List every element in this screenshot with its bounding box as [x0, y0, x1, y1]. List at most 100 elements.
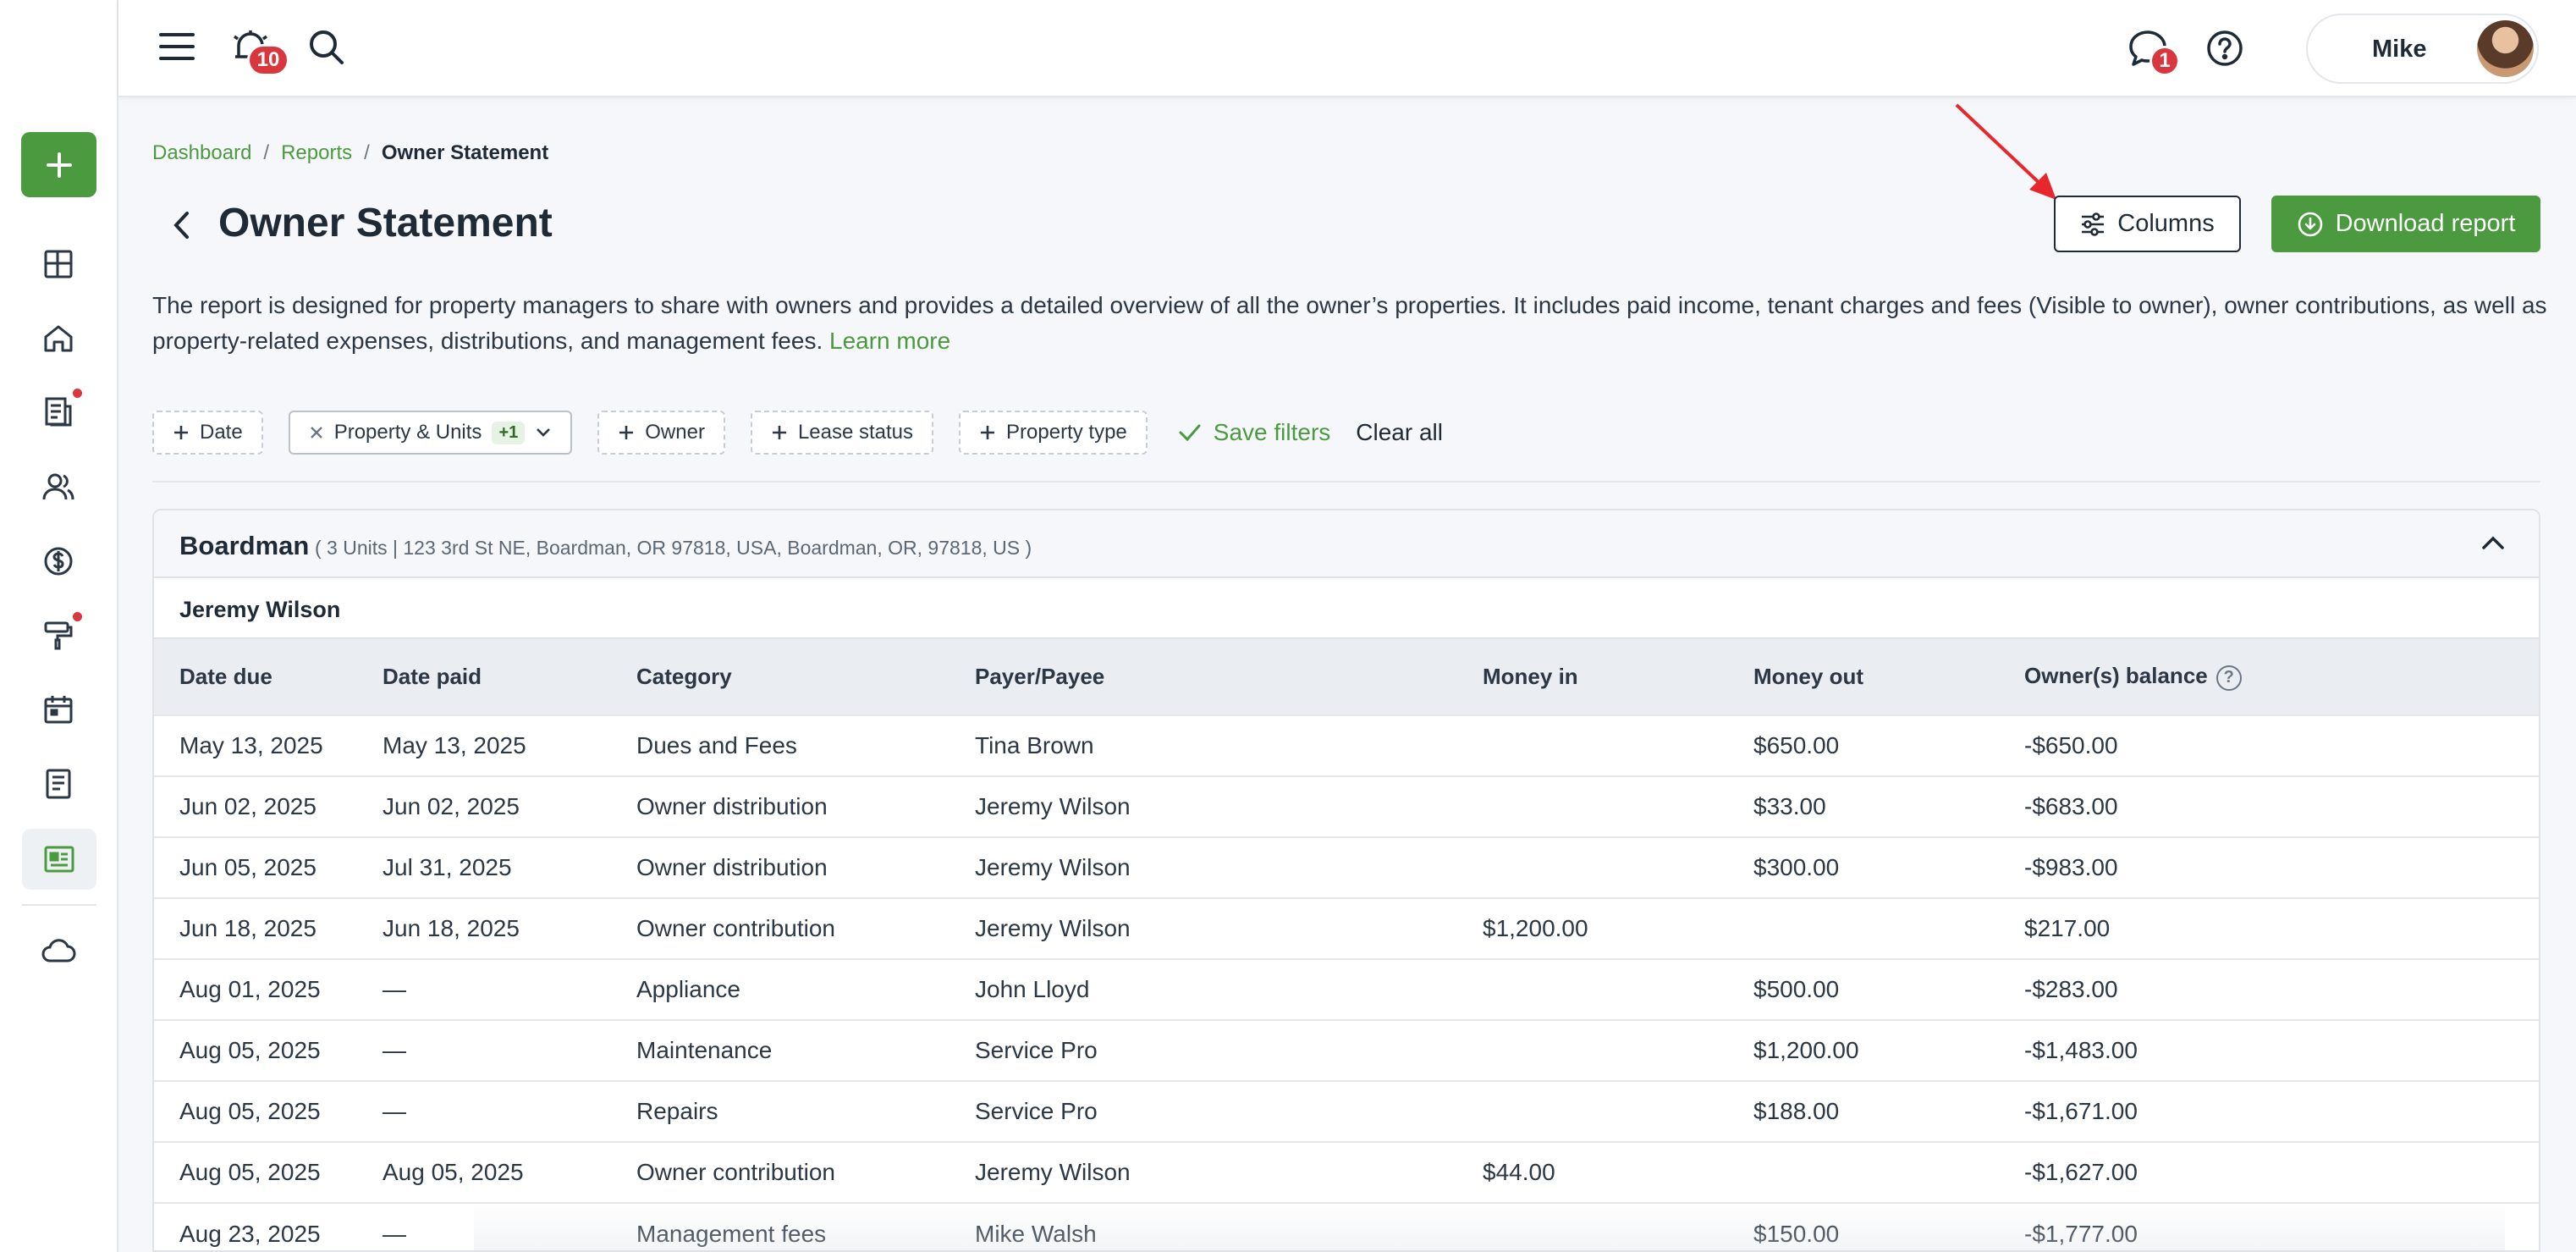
cell-owner-balance: -$983.00: [2024, 854, 2118, 880]
property-name: Boardman: [179, 531, 310, 560]
cloud-icon: [41, 939, 76, 962]
sidebar-item-leases[interactable]: [32, 386, 85, 438]
notifications-count-badge: 10: [247, 44, 289, 76]
close-icon[interactable]: [309, 425, 324, 440]
table-row[interactable]: Aug 23, 2025 — Management fees Mike Walsh $1…: [154, 1203, 2539, 1250]
notification-dot: [73, 612, 82, 621]
filter-owner-label: Owner: [645, 421, 705, 444]
breadcrumb-separator: /: [364, 141, 370, 164]
chevron-up-icon[interactable]: [2481, 534, 2505, 551]
dollar-icon: [44, 547, 73, 576]
table-row[interactable]: Jun 02, 2025 Jun 02, 2025 Owner distributi…: [154, 776, 2539, 837]
clear-all-button[interactable]: Clear all: [1356, 419, 1443, 445]
sidebar-item-maintenance[interactable]: [32, 609, 85, 662]
avatar: [2477, 20, 2534, 77]
cell-money-in: [1483, 715, 1753, 776]
sidebar-item-dashboard[interactable]: [32, 238, 85, 290]
cell-date-due: May 13, 2025: [179, 732, 323, 758]
cell-payer-payee: Service Pro: [975, 1037, 1098, 1063]
column-header-payer-payee[interactable]: Payer/Payee: [975, 664, 1105, 689]
cell-date-due: Aug 05, 2025: [179, 1037, 321, 1063]
filter-count-badge: +1: [492, 421, 526, 444]
sidebar-item-reports[interactable]: [22, 829, 96, 890]
menu-button[interactable]: [156, 27, 198, 66]
cell-owner-balance: -$683.00: [2024, 793, 2118, 819]
add-new-button[interactable]: [21, 132, 96, 197]
dashboard-icon: [44, 250, 73, 279]
back-button[interactable]: [166, 208, 196, 242]
learn-more-link[interactable]: Learn more: [829, 328, 951, 354]
cell-payer-payee: John Lloyd: [975, 976, 1090, 1002]
owner-balance-label: Owner(s) balance: [2024, 663, 2208, 689]
cell-payer-payee: Mike Walsh: [975, 1220, 1097, 1247]
table-row[interactable]: Jun 05, 2025 Jul 31, 2025 Owner distributi…: [154, 837, 2539, 898]
filter-bar: Date Property & Units +1 Owner Lease sta…: [152, 411, 1443, 455]
save-filters-button[interactable]: Save filters: [1178, 419, 1330, 446]
column-header-date-due[interactable]: Date due: [179, 664, 272, 689]
cell-money-in: $1,200.00: [1483, 915, 1588, 941]
filter-lease-status[interactable]: Lease status: [750, 411, 934, 455]
document-icon: [46, 769, 71, 799]
columns-button[interactable]: Columns: [2054, 196, 2241, 252]
cell-money-out: [1753, 1142, 2024, 1203]
column-header-category[interactable]: Category: [636, 664, 732, 689]
cell-payer-payee: Jeremy Wilson: [975, 854, 1131, 880]
column-header-date-paid[interactable]: Date paid: [383, 664, 482, 689]
filter-property-units[interactable]: Property & Units +1: [288, 411, 573, 455]
cell-money-in: [1483, 837, 1753, 898]
cell-date-due: Aug 23, 2025: [179, 1220, 321, 1247]
description-text: The report is designed for property mana…: [152, 292, 2547, 354]
cell-date-paid: Aug 05, 2025: [383, 1159, 524, 1185]
plus-icon: [619, 426, 634, 439]
cell-category: Owner contribution: [636, 915, 836, 941]
sidebar-item-documents[interactable]: [32, 758, 85, 810]
sliders-icon: [2082, 212, 2105, 236]
cell-money-out: $300.00: [1753, 854, 1840, 880]
annotation-arrow-icon: [1955, 103, 2056, 200]
search-button[interactable]: [306, 27, 347, 68]
cell-money-out: $188.00: [1753, 1098, 1840, 1124]
table-row[interactable]: May 13, 2025 May 13, 2025 Dues and Fees Tin…: [154, 715, 2539, 776]
owner-name: Jeremy Wilson: [179, 597, 341, 622]
calendar-icon: [44, 696, 73, 724]
column-header-owner-balance[interactable]: Owner(s) balance?: [2024, 639, 2539, 715]
filter-date[interactable]: Date: [152, 411, 263, 455]
cell-category: Management fees: [636, 1220, 827, 1247]
cell-date-paid: May 13, 2025: [383, 732, 526, 758]
sidebar-item-people[interactable]: [32, 461, 85, 513]
table-row[interactable]: Jun 18, 2025 Jun 18, 2025 Owner contributi…: [154, 898, 2539, 959]
sidebar-item-cloud[interactable]: [32, 924, 85, 977]
filter-owner[interactable]: Owner: [597, 411, 725, 455]
property-header[interactable]: Boardman ( 3 Units | 123 3rd St NE, Boar…: [154, 510, 2539, 578]
table-row[interactable]: Aug 01, 2025 — Appliance John Lloyd $500.00 -…: [154, 959, 2539, 1020]
filter-property-type[interactable]: Property type: [959, 411, 1148, 455]
table-header-row: Date due Date paid Category Payer/Payee …: [154, 639, 2539, 715]
cell-payer-payee: Jeremy Wilson: [975, 915, 1131, 941]
table-row[interactable]: Aug 05, 2025 — Maintenance Service Pro $1,20…: [154, 1020, 2539, 1081]
table-row[interactable]: Aug 05, 2025 — Repairs Service Pro $188.00 -$…: [154, 1081, 2539, 1142]
sidebar-item-accounting[interactable]: [32, 535, 85, 587]
messages-button[interactable]: [2126, 27, 2170, 69]
help-button[interactable]: [2204, 27, 2246, 69]
property-report-panel: Boardman ( 3 Units | 123 3rd St NE, Boar…: [152, 509, 2540, 1252]
help-icon[interactable]: ?: [2215, 665, 2242, 691]
cell-money-out: $150.00: [1753, 1220, 1840, 1247]
download-report-button[interactable]: Download report: [2271, 196, 2540, 252]
property-details: ( 3 Units | 123 3rd St NE, Boardman, OR …: [315, 537, 1032, 559]
cell-money-in: [1483, 1020, 1753, 1081]
cell-money-in: $44.00: [1483, 1159, 1555, 1185]
sidebar-item-properties[interactable]: [32, 312, 85, 365]
column-header-money-out[interactable]: Money out: [1753, 664, 1863, 689]
breadcrumb: Dashboard / Reports / Owner Statement: [152, 141, 548, 165]
cell-date-paid: Jun 18, 2025: [383, 915, 520, 941]
cell-owner-balance: $217.00: [2024, 915, 2111, 941]
page-title: Owner Statement: [218, 201, 553, 245]
column-header-money-in[interactable]: Money in: [1483, 664, 1578, 689]
cell-date-due: Jun 02, 2025: [179, 793, 316, 819]
cell-date-due: Jun 05, 2025: [179, 854, 316, 880]
table-row[interactable]: Aug 05, 2025 Aug 05, 2025 Owner contributi…: [154, 1142, 2539, 1203]
breadcrumb-reports[interactable]: Reports: [281, 141, 353, 164]
sidebar-item-calendar[interactable]: [32, 683, 85, 736]
user-menu[interactable]: Mike: [2306, 14, 2539, 84]
breadcrumb-dashboard[interactable]: Dashboard: [152, 141, 252, 164]
